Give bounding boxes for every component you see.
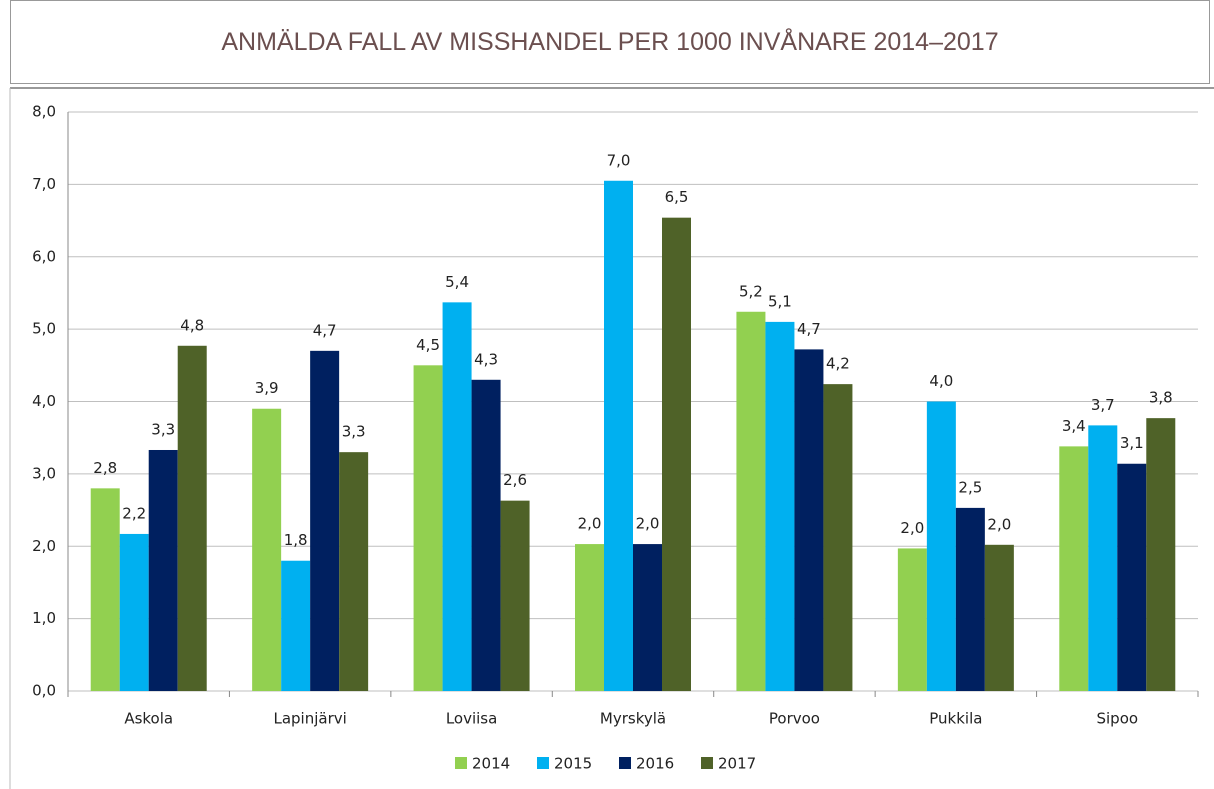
bar: [633, 544, 662, 691]
bar: [310, 350, 340, 691]
data-label: 4,7: [313, 321, 337, 339]
bar: [500, 500, 530, 691]
x-tick-label: Sipoo: [1096, 710, 1138, 728]
bar: [442, 302, 472, 691]
legend-swatch: [455, 757, 467, 769]
bar: [926, 401, 956, 691]
x-tick-label: Porvoo: [769, 710, 820, 728]
bar: [662, 217, 691, 692]
bar: [604, 180, 633, 691]
bar: [177, 345, 207, 691]
bar: [736, 311, 766, 691]
data-label: 2,5: [958, 478, 982, 496]
bar: [897, 548, 927, 691]
data-label: 3,8: [1149, 389, 1173, 407]
y-tick-label: 4,0: [32, 392, 56, 410]
data-label: 4,0: [929, 372, 953, 390]
legend-label: 2016: [636, 755, 674, 773]
legend-label: 2014: [472, 755, 510, 773]
y-tick-label: 3,0: [32, 464, 56, 482]
data-label: 3,9: [255, 379, 279, 397]
data-label: 3,7: [1091, 396, 1115, 414]
data-label: 2,0: [636, 515, 660, 533]
x-tick-label: Loviisa: [446, 710, 498, 728]
data-label: 5,1: [768, 292, 792, 310]
data-label: 5,2: [739, 282, 763, 300]
data-label: 4,2: [826, 355, 850, 373]
bar: [281, 560, 311, 691]
bar: [823, 384, 853, 691]
bar: [1146, 418, 1176, 691]
legend-swatch: [619, 757, 631, 769]
data-label: 5,4: [445, 273, 469, 291]
y-tick-label: 1,0: [32, 609, 56, 627]
data-label: 4,5: [416, 336, 440, 354]
legend-label: 2017: [718, 755, 756, 773]
data-label: 3,3: [151, 420, 175, 438]
bar: [413, 365, 443, 691]
data-label: 2,0: [578, 515, 602, 533]
data-label: 2,2: [122, 504, 146, 522]
data-label: 4,3: [474, 350, 498, 368]
bar: [955, 507, 985, 691]
bar: [339, 452, 369, 691]
data-label: 2,8: [93, 459, 117, 477]
x-tick-label: Askola: [124, 710, 173, 728]
bar: [794, 349, 824, 691]
bar: [765, 321, 795, 691]
data-label: 7,0: [607, 151, 631, 169]
x-tick-label: Pukkila: [929, 710, 982, 728]
bar: [984, 544, 1014, 691]
data-label: 3,3: [342, 423, 366, 441]
bar: [471, 379, 501, 691]
bar: [1088, 425, 1118, 691]
legend-swatch: [537, 757, 549, 769]
bar: [252, 408, 282, 691]
y-tick-label: 5,0: [32, 320, 56, 338]
data-label: 3,4: [1062, 417, 1086, 435]
bar: [575, 544, 604, 691]
bar: [1117, 463, 1147, 691]
bar: [90, 488, 120, 691]
chart-title: ANMÄLDA FALL AV MISSHANDEL PER 1000 INVÅ…: [10, 0, 1210, 84]
legend-swatch: [701, 757, 713, 769]
data-label: 6,5: [665, 188, 689, 206]
y-tick-label: 6,0: [32, 247, 56, 265]
data-label: 1,8: [284, 531, 308, 549]
y-tick-label: 0,0: [32, 682, 56, 700]
bar: [119, 533, 149, 691]
x-tick-label: Lapinjärvi: [273, 710, 346, 728]
y-tick-label: 7,0: [32, 175, 56, 193]
bar: [1059, 446, 1089, 691]
data-label: 2,6: [503, 471, 527, 489]
data-label: 2,0: [900, 519, 924, 537]
x-tick-label: Myrskylä: [600, 710, 666, 728]
data-label: 3,1: [1120, 434, 1144, 452]
y-tick-label: 2,0: [32, 537, 56, 555]
bar: [148, 449, 178, 691]
data-label: 2,0: [987, 515, 1011, 533]
legend-label: 2015: [554, 755, 592, 773]
data-label: 4,7: [797, 320, 821, 338]
y-tick-label: 8,0: [32, 103, 56, 121]
data-label: 4,8: [180, 316, 204, 334]
